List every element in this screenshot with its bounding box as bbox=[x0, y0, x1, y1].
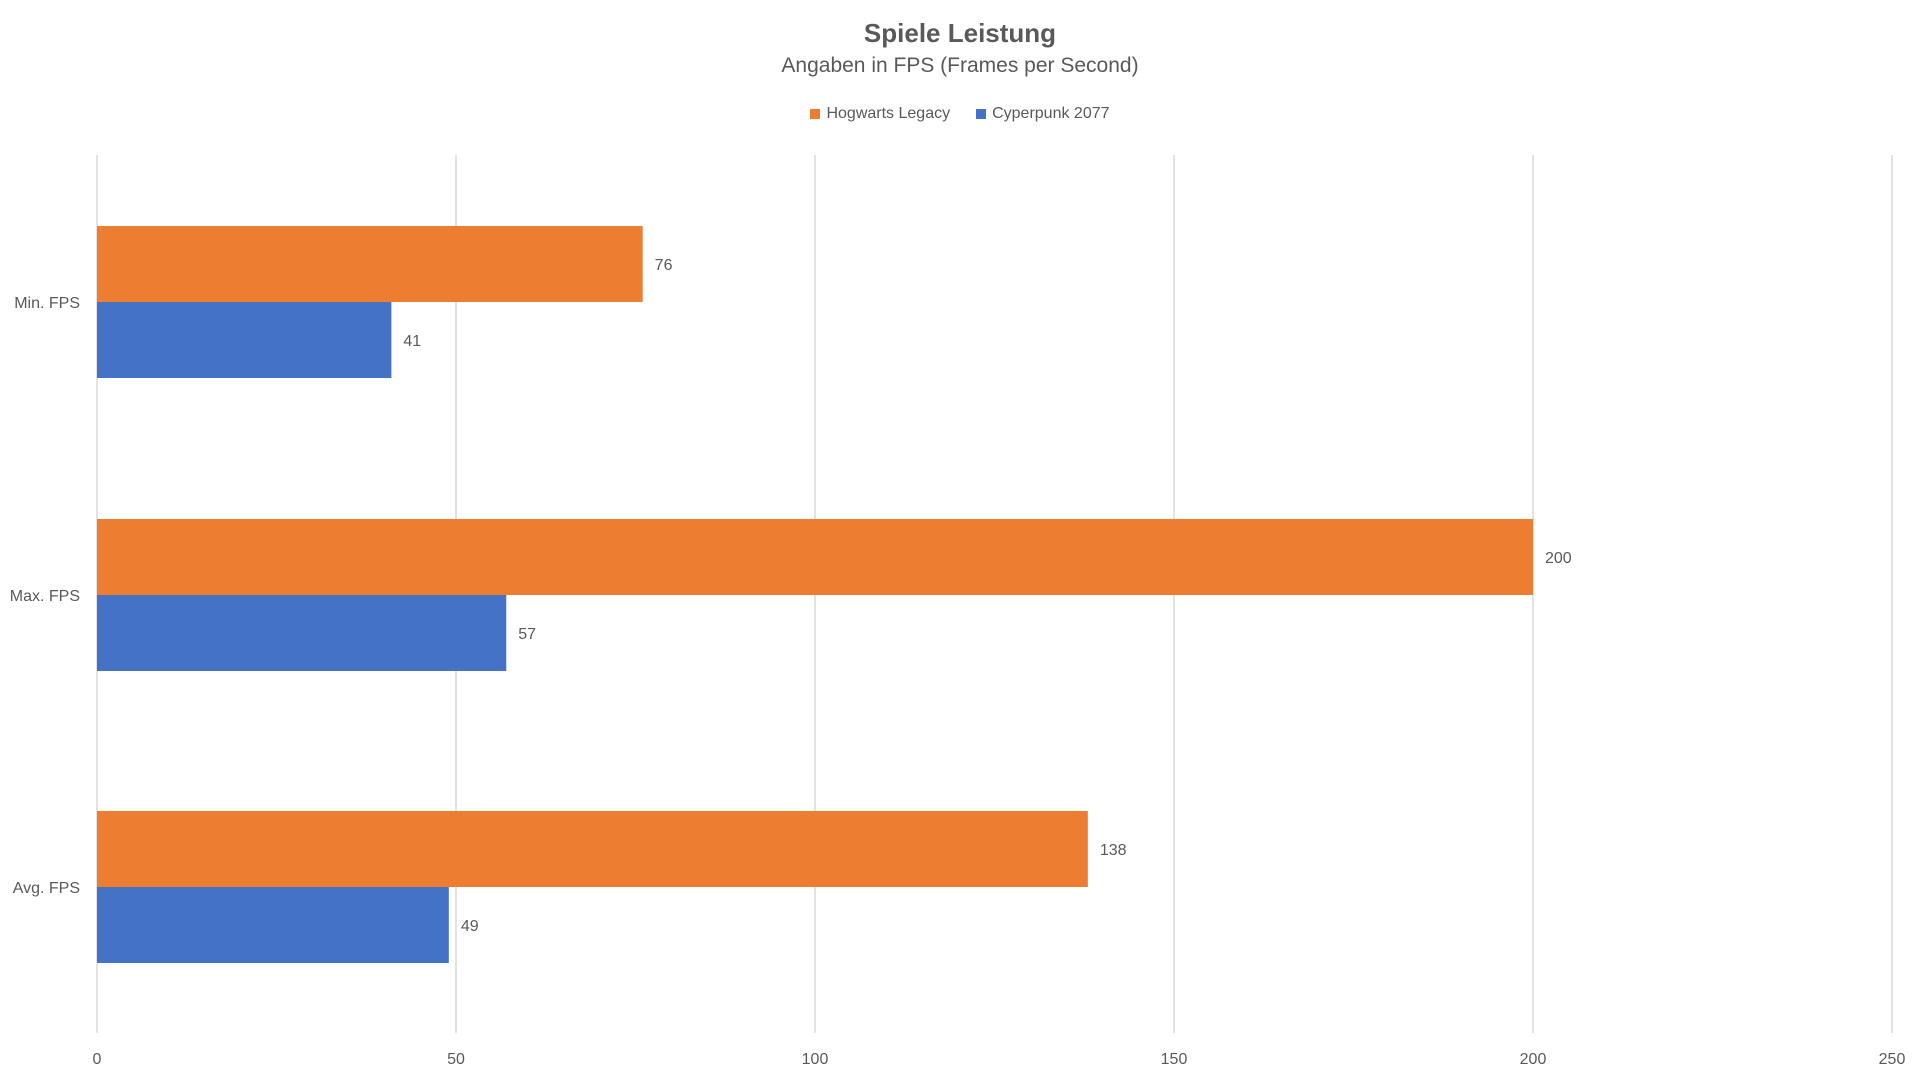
x-tick-label-0: 0 bbox=[93, 1051, 102, 1068]
legend-swatch-cyperpunk bbox=[976, 109, 987, 119]
bar-hogwarts-0 bbox=[97, 226, 643, 302]
x-tick-label-250: 250 bbox=[1879, 1051, 1906, 1068]
bar-cyperpunk-2 bbox=[97, 887, 449, 963]
chart-subtitle: Angaben in FPS (Frames per Second) bbox=[781, 54, 1139, 77]
data-label: 49 bbox=[461, 918, 479, 935]
legend-item-hogwarts: Hogwarts Legacy bbox=[810, 105, 950, 123]
y-category-label: Min. FPS bbox=[14, 295, 80, 312]
data-label: 200 bbox=[1545, 550, 1572, 567]
legend: Hogwarts Legacy Cyperpunk 2077 bbox=[0, 105, 1920, 123]
x-tick-label-150: 150 bbox=[1161, 1051, 1188, 1068]
data-label: 57 bbox=[518, 626, 536, 643]
legend-label-hogwarts: Hogwarts Legacy bbox=[826, 105, 951, 122]
bar-cyperpunk-1 bbox=[97, 595, 507, 671]
y-category-label: Max. FPS bbox=[10, 588, 80, 605]
legend-label-cyperpunk: Cyperpunk 2077 bbox=[992, 105, 1110, 122]
chart-title: Spiele Leistung bbox=[863, 18, 1057, 48]
data-label: 41 bbox=[403, 333, 421, 350]
legend-item-cyperpunk: Cyperpunk 2077 bbox=[976, 105, 1110, 123]
legend-swatch-hogwarts bbox=[810, 109, 821, 119]
y-category-label: Avg. FPS bbox=[13, 880, 80, 897]
x-tick-label-200: 200 bbox=[1520, 1051, 1547, 1068]
data-label: 138 bbox=[1100, 842, 1127, 859]
x-tick-label-100: 100 bbox=[802, 1051, 829, 1068]
data-label: 76 bbox=[655, 257, 673, 274]
x-tick-label-50: 50 bbox=[447, 1051, 465, 1068]
bar-cyperpunk-0 bbox=[97, 302, 392, 378]
bar-hogwarts-1 bbox=[97, 519, 1533, 595]
bar-hogwarts-2 bbox=[97, 811, 1088, 887]
